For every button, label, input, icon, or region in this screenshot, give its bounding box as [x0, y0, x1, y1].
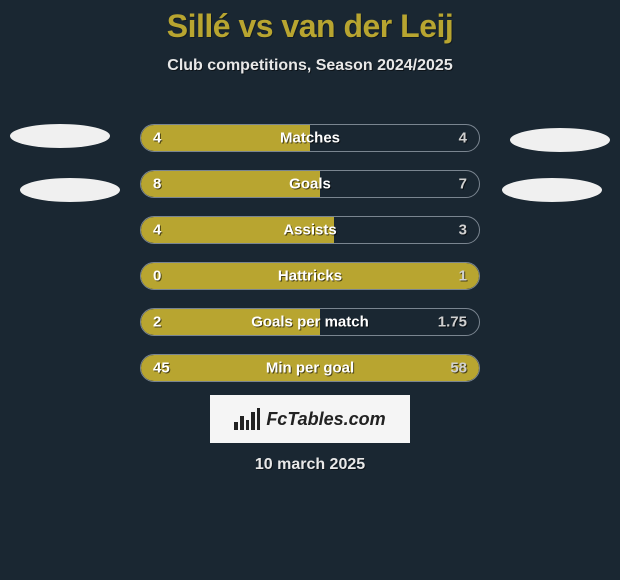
bar-value-left: 45: [153, 360, 170, 377]
logo-bar: [251, 412, 255, 430]
comparison-bars: 44Matches87Goals43Assists01Hattricks21.7…: [140, 124, 480, 400]
source-logo: FcTables.com: [210, 395, 410, 443]
player-left-marker-1: [10, 124, 110, 148]
bar-value-right: 58: [450, 360, 467, 377]
bar-fill-left: [141, 217, 334, 243]
date-label: 10 march 2025: [0, 456, 620, 474]
logo-text: FcTables.com: [266, 409, 385, 430]
logo-bar: [257, 408, 261, 430]
bar-value-right: 1: [459, 268, 467, 285]
bar-fill-right: [141, 263, 479, 289]
player-right-marker-1: [510, 128, 610, 152]
page-subtitle: Club competitions, Season 2024/2025: [0, 57, 620, 75]
bar-row: 21.75Goals per match: [140, 308, 480, 336]
bar-value-left: 8: [153, 176, 161, 193]
player-right-marker-2: [502, 178, 602, 202]
logo-bar: [246, 420, 250, 430]
bar-fill-left: [141, 125, 310, 151]
logo-bar: [240, 416, 244, 430]
bar-value-right: 7: [459, 176, 467, 193]
bar-value-right: 4: [459, 130, 467, 147]
bar-chart-icon: [234, 408, 260, 430]
logo-bar: [234, 422, 238, 430]
bar-row: 44Matches: [140, 124, 480, 152]
bar-row: 87Goals: [140, 170, 480, 198]
bar-row: 4558Min per goal: [140, 354, 480, 382]
bar-fill-left: [141, 171, 320, 197]
bar-value-left: 2: [153, 314, 161, 331]
bar-value-left: 0: [153, 268, 161, 285]
bar-value-right: 3: [459, 222, 467, 239]
bar-row: 43Assists: [140, 216, 480, 244]
bar-value-left: 4: [153, 222, 161, 239]
bar-fill-left: [141, 309, 320, 335]
bar-fill-left: [141, 355, 479, 381]
player-left-marker-2: [20, 178, 120, 202]
page-title: Sillé vs van der Leij: [0, 0, 620, 45]
bar-row: 01Hattricks: [140, 262, 480, 290]
bar-value-left: 4: [153, 130, 161, 147]
bar-value-right: 1.75: [438, 314, 467, 331]
